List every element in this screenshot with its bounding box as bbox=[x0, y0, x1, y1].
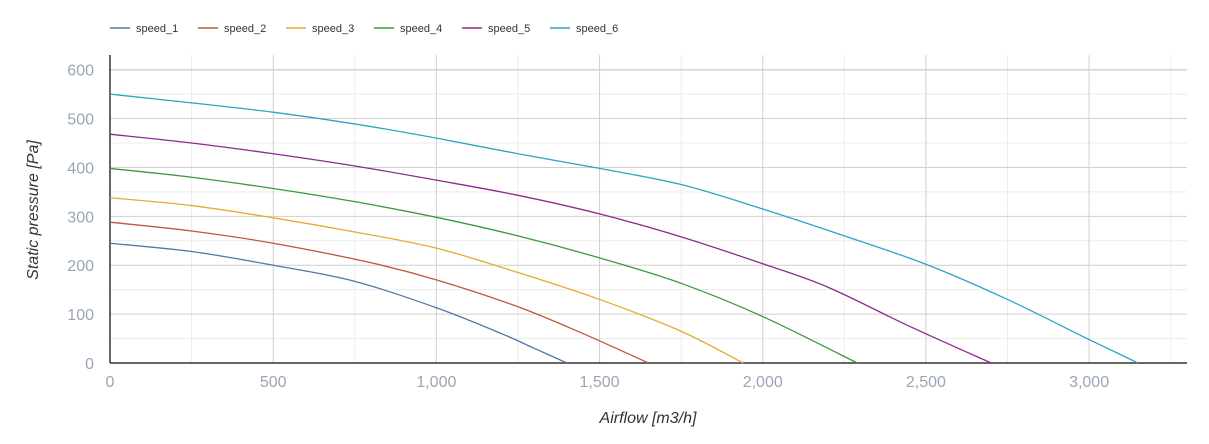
x-tick-label: 0 bbox=[106, 374, 115, 391]
legend-label-speed_6[interactable]: speed_6 bbox=[576, 23, 618, 35]
axes: 0 100 200 300 400 500 600 0 500 1,000 1,500 2,000 2,… bbox=[67, 55, 1187, 391]
x-tick-label: 3,000 bbox=[1069, 374, 1109, 391]
y-tick-label: 500 bbox=[67, 112, 94, 129]
legend-label-speed_4[interactable]: speed_4 bbox=[400, 23, 442, 35]
series-lines bbox=[109, 93, 1139, 364]
legend-label-speed_1[interactable]: speed_1 bbox=[136, 23, 178, 35]
series-line-speed_4 bbox=[109, 167, 858, 364]
grid bbox=[110, 55, 1187, 363]
series-line-speed_2 bbox=[109, 221, 649, 364]
y-tick-label: 600 bbox=[67, 63, 94, 80]
x-tick-label: 1,000 bbox=[416, 374, 456, 391]
y-axis-title: Static pressure [Pa] bbox=[25, 140, 42, 280]
y-tick-label: 200 bbox=[67, 258, 94, 275]
y-tick-label: 300 bbox=[67, 209, 94, 226]
series-line-speed_1 bbox=[109, 242, 568, 364]
legend-label-speed_2[interactable]: speed_2 bbox=[224, 23, 266, 35]
y-tick-label: 0 bbox=[85, 356, 94, 373]
legend: speed_1 speed_2 speed_3 speed_4 speed_5 speed… bbox=[110, 23, 618, 35]
x-tick-label: 1,500 bbox=[580, 374, 620, 391]
series-line-speed_6 bbox=[109, 93, 1139, 364]
x-tick-label: 2,000 bbox=[743, 374, 783, 391]
legend-label-speed_3[interactable]: speed_3 bbox=[312, 23, 354, 35]
series-line-speed_3 bbox=[109, 197, 744, 364]
y-tick-label: 400 bbox=[67, 160, 94, 177]
y-tick-label: 100 bbox=[67, 307, 94, 324]
x-tick-label: 500 bbox=[260, 374, 287, 391]
legend-label-speed_5[interactable]: speed_5 bbox=[488, 23, 530, 35]
x-axis-title: Airflow [m3/h] bbox=[599, 410, 697, 427]
x-tick-label: 2,500 bbox=[906, 374, 946, 391]
series-line-speed_5 bbox=[109, 133, 992, 364]
